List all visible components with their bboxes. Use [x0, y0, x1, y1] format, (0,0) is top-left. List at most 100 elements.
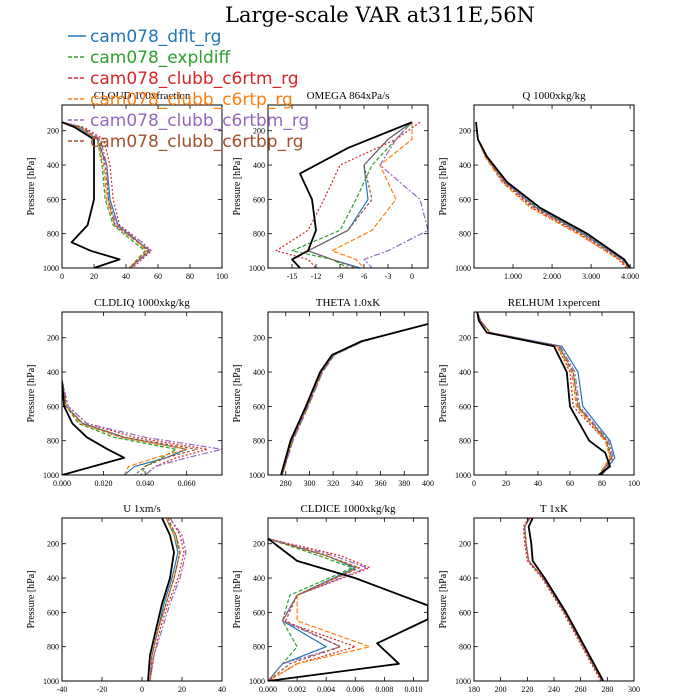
- legend-label: cam078_clubb_c6rtbp_rg: [90, 132, 304, 152]
- y-tick-label: 200: [253, 127, 265, 136]
- y-tick-label: 1000: [455, 264, 471, 273]
- y-tick-label: 600: [47, 608, 59, 617]
- series-line-cam078_clubb_c6rtbp_rg: [307, 121, 413, 268]
- y-tick-label: 800: [459, 643, 471, 652]
- series-line-cam078_expldiff: [62, 380, 177, 475]
- series-line-cam078_clubb_c6rtp_rg: [331, 122, 413, 268]
- series-line-black: [62, 380, 126, 475]
- panel-2: Q 1000xkg/kg Pressure [hPa] 200 400 600 800 10…: [438, 90, 639, 281]
- legend-label: cam078_expldiff: [90, 48, 232, 68]
- series-line-cam078_clubb_c6rtbm_rg: [475, 122, 632, 268]
- y-tick-label: 600: [459, 608, 471, 617]
- series-line-black: [475, 122, 631, 268]
- series-group: [62, 380, 222, 475]
- y-axis-label: Pressure [hPa]: [438, 570, 449, 628]
- x-tick-label: 0.010: [404, 685, 422, 694]
- y-tick-label: 600: [253, 195, 265, 204]
- y-tick-label: 1000: [249, 264, 265, 273]
- panel-title: T 1xK: [540, 503, 568, 515]
- panel-3: CLDLIQ 1000xkg/kg Pressure [hPa] 200 400 600…: [26, 297, 223, 488]
- panel-title: RELHUM 1xpercent: [508, 297, 601, 309]
- x-tick-label: 20: [90, 272, 98, 281]
- plot-frame: [61, 311, 223, 476]
- x-tick-label: 0.040: [136, 479, 154, 488]
- y-tick-label: 800: [253, 437, 265, 446]
- y-tick-label: 600: [253, 402, 265, 411]
- series-line-cam078_clubb_c6rtbp_rg: [62, 121, 149, 268]
- y-tick-label: 1000: [455, 677, 471, 686]
- x-tick-label: 320: [327, 479, 339, 488]
- x-tick-label: 0.004: [317, 685, 335, 694]
- series-line-cam078_clubb_c6rtbp_rg: [281, 323, 428, 475]
- panel-title: Q 1000xkg/kg: [522, 90, 586, 102]
- x-tick-label: -12: [311, 272, 322, 281]
- plot-frame: [267, 104, 429, 269]
- series-line-cam078_expldiff: [149, 518, 181, 681]
- y-axis-label: Pressure [hPa]: [26, 157, 37, 215]
- legend-label: cam078_dflt_rg: [90, 27, 221, 47]
- series-line-cam078_clubb_c6rtbp_rg: [268, 538, 361, 681]
- series-group: [275, 121, 428, 268]
- series-line-cam078_clubb_c6rtm_rg: [62, 121, 153, 268]
- x-tick-label: 40: [534, 479, 542, 488]
- y-tick-label: 600: [47, 195, 59, 204]
- y-tick-label: 1000: [43, 471, 59, 480]
- series-line-cam078_clubb_c6rtbm_rg: [363, 121, 428, 268]
- series-group: [268, 537, 428, 681]
- series-line-cam078_expldiff: [291, 121, 413, 268]
- series-line-cam078_clubb_c6rtm_rg: [522, 518, 602, 681]
- panel-title: OMEGA 864xPa/s: [307, 90, 390, 102]
- x-tick-label: 280: [601, 685, 613, 694]
- series-line-black: [147, 518, 175, 681]
- y-tick-label: 800: [253, 643, 265, 652]
- panel-title: CLDICE 1000xkg/kg: [300, 503, 396, 515]
- series-line-black: [268, 537, 428, 681]
- plot-frame: [267, 311, 429, 476]
- series-line-cam078_clubb_c6rtm_rg: [149, 518, 185, 681]
- plot-frame: [473, 517, 635, 682]
- x-tick-label: -6: [361, 272, 368, 281]
- series-line-cam078_dflt_rg: [476, 312, 616, 475]
- series-line-cam078_clubb_c6rtbp_rg: [149, 518, 181, 681]
- series-group: [147, 518, 187, 681]
- y-tick-label: 200: [459, 127, 471, 136]
- y-tick-label: 800: [47, 230, 59, 239]
- x-tick-label: 340: [351, 479, 363, 488]
- x-tick-label: 0.008: [375, 685, 393, 694]
- x-tick-label: 220: [521, 685, 533, 694]
- x-tick-label: 20: [502, 479, 510, 488]
- series-line-cam078_dflt_rg: [62, 121, 151, 268]
- series-line-cam078_expldiff: [475, 122, 631, 268]
- panel-title: THETA 1.0xK: [316, 297, 381, 309]
- x-tick-label: 280: [280, 479, 292, 488]
- y-tick-label: 800: [459, 437, 471, 446]
- y-tick-label: 800: [253, 230, 265, 239]
- series-line-cam078_clubb_c6rtbm_rg: [149, 518, 187, 681]
- panel-1: OMEGA 864xPa/s Pressure [hPa] 200 400 600 800…: [232, 90, 429, 281]
- series-line-cam078_clubb_c6rtbm_rg: [268, 538, 368, 681]
- series-line-cam078_clubb_c6rtbm_rg: [62, 380, 222, 475]
- y-tick-label: 1000: [43, 264, 59, 273]
- y-tick-label: 1000: [455, 471, 471, 480]
- x-tick-label: -15: [287, 272, 298, 281]
- series-line-cam078_clubb_c6rtp_rg: [475, 122, 629, 268]
- x-tick-label: 4.000: [621, 272, 639, 281]
- y-axis-label: Pressure [hPa]: [438, 157, 449, 215]
- series-line-cam078_expldiff: [281, 323, 428, 475]
- x-tick-label: 1.000: [504, 272, 522, 281]
- series-line-cam078_clubb_c6rtm_rg: [280, 323, 428, 475]
- x-tick-label: 200: [495, 685, 507, 694]
- series-group: [62, 121, 153, 268]
- series-line-cam078_clubb_c6rtbp_rg: [524, 518, 603, 681]
- series-group: [522, 518, 605, 681]
- series-line-cam078_clubb_c6rtm_rg: [476, 312, 613, 475]
- y-tick-label: 200: [459, 540, 471, 549]
- y-tick-label: 400: [47, 574, 59, 583]
- panel-title: U 1xm/s: [123, 503, 161, 515]
- y-tick-label: 200: [459, 334, 471, 343]
- x-tick-label: 260: [575, 685, 587, 694]
- y-tick-label: 400: [253, 161, 265, 170]
- series-line-cam078_clubb_c6rtbm_rg: [281, 323, 428, 475]
- series-line-black: [291, 121, 413, 268]
